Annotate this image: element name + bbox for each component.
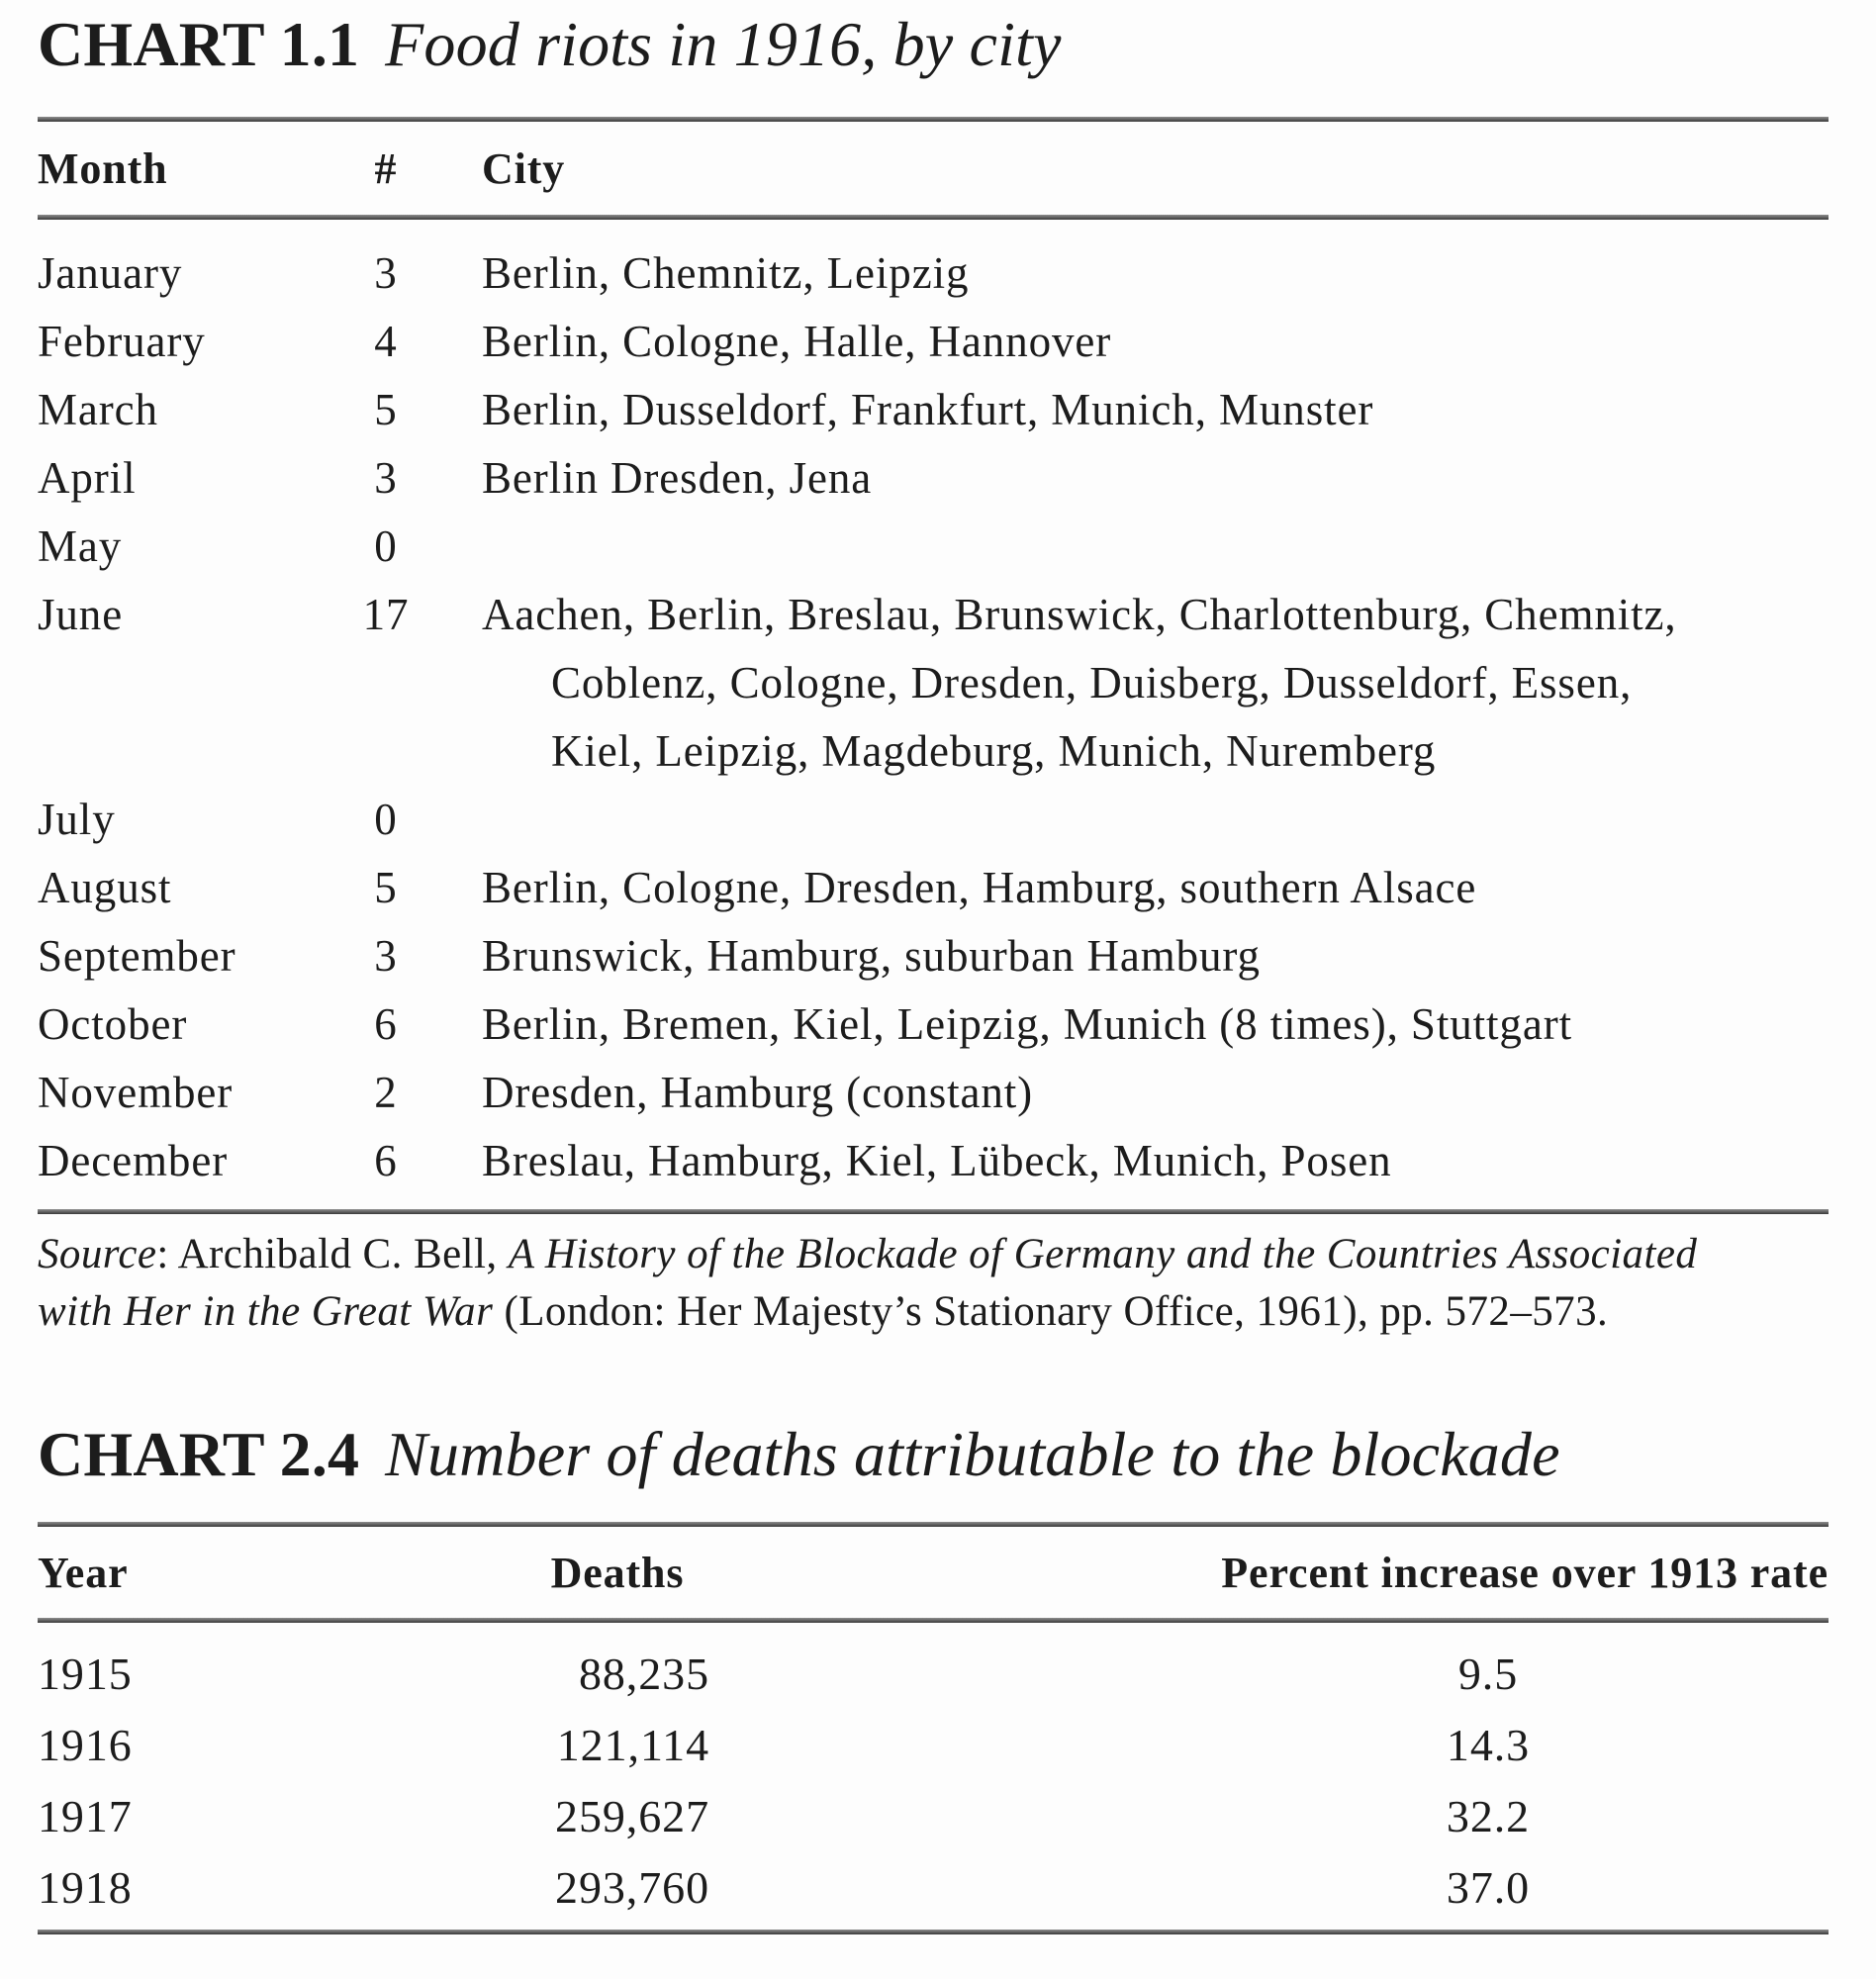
riot-count-cell: 0 xyxy=(374,521,398,571)
percent-increase-cell: 14.3 xyxy=(1446,1720,1531,1770)
month-cell: May xyxy=(38,521,123,571)
city-list-cell: Brunswick, Hamburg, suburban Hamburg xyxy=(482,931,1261,981)
table-2-header-rule xyxy=(38,1618,1829,1623)
food-riot-table-row: May 0 xyxy=(38,513,1829,581)
month-cell: November xyxy=(38,1068,234,1117)
table-2-top-rule xyxy=(38,1522,1829,1527)
table-1-header-month: Month xyxy=(38,143,168,193)
deaths-table-row: 1915 88,235 9.5 xyxy=(38,1639,1829,1710)
food-riot-table-row: June 17 Aachen, Berlin, Breslau, Brunswi… xyxy=(38,581,1829,786)
riot-count-cell: 6 xyxy=(374,999,398,1049)
year-cell: 1915 xyxy=(38,1649,133,1699)
table-1-body: January 3 Berlin, Chemnitz, Leipzig Febr… xyxy=(38,220,1829,1209)
riot-count-cell: 0 xyxy=(374,795,398,844)
year-cell: 1916 xyxy=(38,1720,133,1770)
source-note: Source: Archibald C. Bell, A History of … xyxy=(38,1226,1829,1341)
table-1-header-count: # xyxy=(374,143,398,193)
deaths-cell: 259,627 xyxy=(555,1791,709,1841)
source-word: Source xyxy=(38,1231,157,1277)
year-cell: 1917 xyxy=(38,1791,133,1841)
table-2-header-deaths: Deaths xyxy=(550,1548,685,1597)
riot-count-cell: 4 xyxy=(374,317,398,366)
food-riot-table-row: February 4 Berlin, Cologne, Halle, Hanno… xyxy=(38,308,1829,376)
percent-increase-cell: 32.2 xyxy=(1446,1791,1531,1841)
food-riot-table-row: October 6 Berlin, Bremen, Kiel, Leipzig,… xyxy=(38,990,1829,1059)
riot-count-cell: 6 xyxy=(374,1136,398,1185)
percent-increase-cell: 37.0 xyxy=(1446,1862,1531,1913)
city-list-cell: Berlin Dresden, Jena xyxy=(482,453,873,503)
month-cell: August xyxy=(38,863,172,912)
month-cell: October xyxy=(38,999,188,1049)
chart-1-1-label: CHART 1.1 xyxy=(38,9,360,79)
deaths-cell: 293,760 xyxy=(555,1862,709,1913)
deaths-cell: 88,235 xyxy=(578,1649,709,1699)
month-cell: February xyxy=(38,317,206,366)
month-cell: July xyxy=(38,795,116,844)
month-cell: April xyxy=(38,453,137,503)
table-2-header-year: Year xyxy=(38,1548,129,1597)
city-list-cell: Aachen, Berlin, Breslau, Brunswick, Char… xyxy=(482,590,1677,776)
city-list-cell: Dresden, Hamburg (constant) xyxy=(482,1068,1034,1117)
food-riot-table-row: September 3 Brunswick, Hamburg, suburban… xyxy=(38,922,1829,990)
chart-2-4-subtitle: Number of deaths attributable to the blo… xyxy=(385,1419,1560,1489)
deaths-cell: 121,114 xyxy=(556,1720,709,1770)
source-book-title-part-2: with Her in the Great War xyxy=(38,1288,494,1335)
table-1-header-rule xyxy=(38,215,1829,220)
city-list-cell: Breslau, Hamburg, Kiel, Lübeck, Munich, … xyxy=(482,1136,1392,1185)
month-cell: March xyxy=(38,385,158,434)
table-2-bottom-rule xyxy=(38,1930,1829,1934)
riot-count-cell: 2 xyxy=(374,1068,398,1117)
riot-count-cell: 17 xyxy=(362,590,410,639)
food-riot-table-row: November 2 Dresden, Hamburg (constant) xyxy=(38,1059,1829,1127)
food-riot-table-row: March 5 Berlin, Dusseldorf, Frankfurt, M… xyxy=(38,376,1829,444)
percent-increase-cell: 9.5 xyxy=(1457,1649,1519,1699)
city-list-cell: Berlin, Cologne, Dresden, Hamburg, south… xyxy=(482,863,1477,912)
food-riot-table-row: January 3 Berlin, Chemnitz, Leipzig xyxy=(38,239,1829,308)
city-list-cell: Berlin, Bremen, Kiel, Leipzig, Munich (8… xyxy=(482,999,1572,1049)
city-list-cell: Berlin, Cologne, Halle, Hannover xyxy=(482,317,1112,366)
source-author: : Archibald C. Bell, xyxy=(156,1231,509,1277)
riot-count-cell: 3 xyxy=(374,453,398,503)
chart-2-4-label: CHART 2.4 xyxy=(38,1419,360,1489)
year-cell: 1918 xyxy=(38,1862,133,1913)
month-cell: December xyxy=(38,1136,229,1185)
table-2-header-percent: Percent increase over 1913 rate xyxy=(1221,1548,1829,1597)
month-cell: January xyxy=(38,248,183,298)
table-1-header-row: Month # City xyxy=(38,122,1829,215)
riot-count-cell: 3 xyxy=(374,248,398,298)
table-1-top-rule xyxy=(38,117,1829,122)
table-2-header-row: Year Deaths Percent increase over 1913 r… xyxy=(38,1527,1829,1618)
riot-count-cell: 5 xyxy=(374,385,398,434)
deaths-table-row: 1918 293,760 37.0 xyxy=(38,1852,1829,1924)
source-book-title-part-1: A History of the Blockade of Germany and… xyxy=(508,1231,1698,1277)
table-2-body: 1915 88,235 9.5 1916 121,114 14.3 1917 2… xyxy=(38,1623,1829,1930)
month-cell: June xyxy=(38,590,124,639)
city-list-cell: Berlin, Chemnitz, Leipzig xyxy=(482,248,970,298)
food-riot-table-row: April 3 Berlin Dresden, Jena xyxy=(38,444,1829,513)
food-riot-table-row: August 5 Berlin, Cologne, Dresden, Hambu… xyxy=(38,854,1829,922)
food-riot-table-row: July 0 xyxy=(38,786,1829,854)
deaths-table-row: 1916 121,114 14.3 xyxy=(38,1710,1829,1781)
source-note-line-2: with Her in the Great War (London: Her M… xyxy=(38,1283,1829,1341)
source-note-line-1: Source: Archibald C. Bell, A History of … xyxy=(38,1226,1829,1283)
deaths-table-row: 1917 259,627 32.2 xyxy=(38,1781,1829,1852)
table-1-bottom-rule xyxy=(38,1209,1829,1214)
city-list-cell: Berlin, Dusseldorf, Frankfurt, Munich, M… xyxy=(482,385,1374,434)
chart-1-1-subtitle: Food riots in 1916, by city xyxy=(385,9,1062,79)
riot-count-cell: 5 xyxy=(374,863,398,912)
table-1-header-city: City xyxy=(482,143,566,193)
chart-2-4-title: CHART 2.4 Number of deaths attributable t… xyxy=(38,1413,1829,1496)
riot-count-cell: 3 xyxy=(374,931,398,981)
food-riot-table-row: December 6 Breslau, Hamburg, Kiel, Lübec… xyxy=(38,1127,1829,1195)
source-publisher-pages: (London: Her Majesty’s Stationary Office… xyxy=(493,1288,1609,1335)
chart-1-1-title: CHART 1.1 Food riots in 1916, by city xyxy=(38,3,1829,86)
month-cell: September xyxy=(38,931,236,981)
